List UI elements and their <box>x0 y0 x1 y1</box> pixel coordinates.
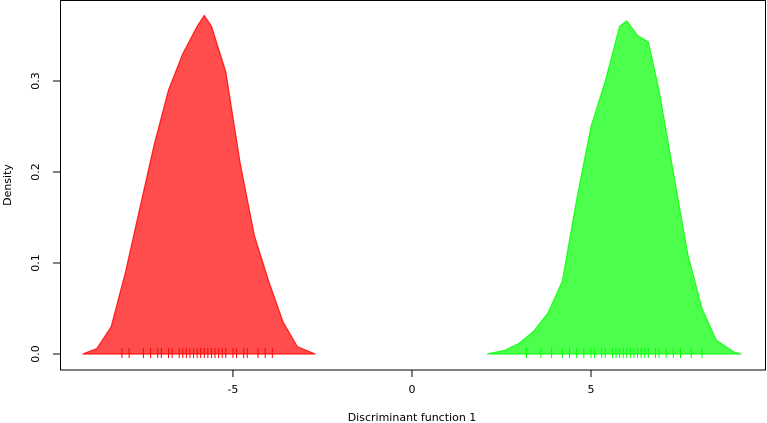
density-area <box>82 14 316 355</box>
density-area <box>487 20 742 355</box>
y-tick-label: 0.1 <box>29 254 42 272</box>
y-tick-label: 0.2 <box>29 163 42 181</box>
x-axis-label: Discriminant function 1 <box>348 411 477 423</box>
y-axis-label: Density <box>1 164 14 206</box>
y-tick-label: 0.3 <box>29 72 42 90</box>
plot-frame <box>60 0 766 371</box>
y-tick-label: 0.0 <box>29 345 42 363</box>
x-tick-label: -5 <box>227 383 238 396</box>
x-tick-label: 0 <box>408 383 415 396</box>
x-tick-label: 5 <box>587 383 594 396</box>
